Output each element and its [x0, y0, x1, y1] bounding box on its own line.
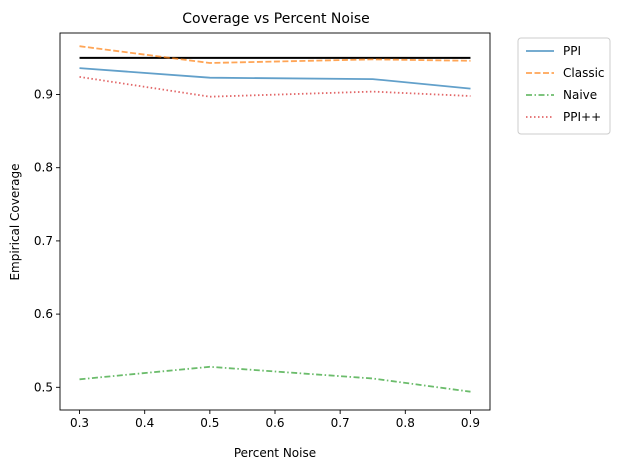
series-line-naive — [79, 365, 471, 393]
legend-label: PPI — [563, 44, 581, 58]
series-line-ppi — [79, 67, 471, 90]
x-tick-label: 0.6 — [265, 416, 284, 430]
legend-label: PPI++ — [563, 110, 601, 124]
legend: PPI Classic Naive PPI++ — [517, 37, 611, 135]
x-tick-label: 0.5 — [200, 416, 219, 430]
x-tick-label: 0.8 — [396, 416, 415, 430]
x-tick-label: 0.7 — [331, 416, 350, 430]
legend-label: Classic — [563, 66, 605, 80]
series-line-classic — [79, 45, 471, 64]
y-tick-label: 0.7 — [34, 234, 53, 248]
y-axis-title: Empirical Coverage — [8, 163, 22, 280]
y-tick-label: 0.5 — [34, 380, 53, 394]
axes: 0.3 0.4 0.5 0.6 0.7 0.8 0.9 0.5 0.6 0.7 0.8 0.9 — [34, 87, 480, 430]
y-tick-label: 0.9 — [34, 87, 53, 101]
plot-frame — [59, 32, 491, 411]
x-tick-label: 0.9 — [461, 416, 480, 430]
plot-area — [79, 45, 471, 393]
x-tick-label: 0.4 — [135, 416, 154, 430]
series-line-ppi- — [79, 76, 471, 98]
y-tick-label: 0.8 — [34, 161, 53, 175]
legend-frame — [517, 37, 611, 135]
chart-title: Coverage vs Percent Noise — [182, 11, 370, 27]
x-axis-title: Percent Noise — [234, 446, 316, 460]
y-tick-label: 0.6 — [34, 307, 53, 321]
legend-label: Naive — [563, 88, 597, 102]
x-tick-label: 0.3 — [70, 416, 89, 430]
